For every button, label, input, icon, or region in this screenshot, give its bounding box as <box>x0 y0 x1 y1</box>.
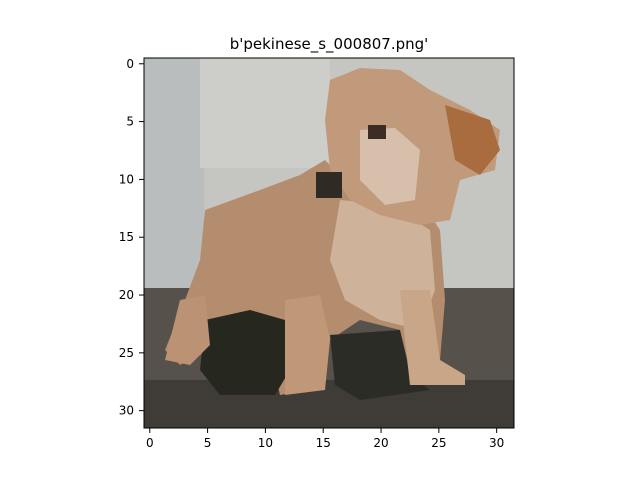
y-tick-label: 30 <box>119 404 134 418</box>
dog-ear <box>445 105 500 175</box>
y-tick-label: 25 <box>119 346 134 360</box>
x-tick-label: 0 <box>146 436 154 450</box>
plot-title: b'pekinese_s_000807.png' <box>230 35 429 54</box>
under-dog-shadow-right <box>330 330 430 400</box>
dog-face-light <box>360 128 420 205</box>
x-tick-label: 10 <box>258 436 273 450</box>
x-tick-label: 25 <box>431 436 446 450</box>
wall-light-top <box>200 58 330 168</box>
wall-shadow-left <box>144 58 204 288</box>
x-tick-label: 15 <box>316 436 331 450</box>
dog-eye <box>368 125 386 139</box>
y-tick-label: 0 <box>126 57 134 71</box>
y-tick-label: 5 <box>126 115 134 129</box>
back-leg <box>165 295 210 365</box>
front-leg <box>400 290 465 385</box>
dog-image <box>143 57 515 429</box>
floor-dark-bottom <box>144 380 514 428</box>
x-axis: 0 5 10 15 20 25 30 <box>146 428 504 450</box>
y-tick-label: 10 <box>119 172 134 186</box>
under-dog-shadow <box>200 310 290 395</box>
y-tick-label: 15 <box>119 230 134 244</box>
x-tick-label: 5 <box>204 436 212 450</box>
middle-leg <box>285 295 330 395</box>
x-tick-label: 20 <box>373 436 388 450</box>
neck-shadow <box>316 172 342 198</box>
image-frame <box>143 57 515 429</box>
y-axis: 0 5 10 15 20 25 30 <box>119 57 144 418</box>
y-tick-label: 20 <box>119 288 134 302</box>
x-tick-label: 30 <box>489 436 504 450</box>
